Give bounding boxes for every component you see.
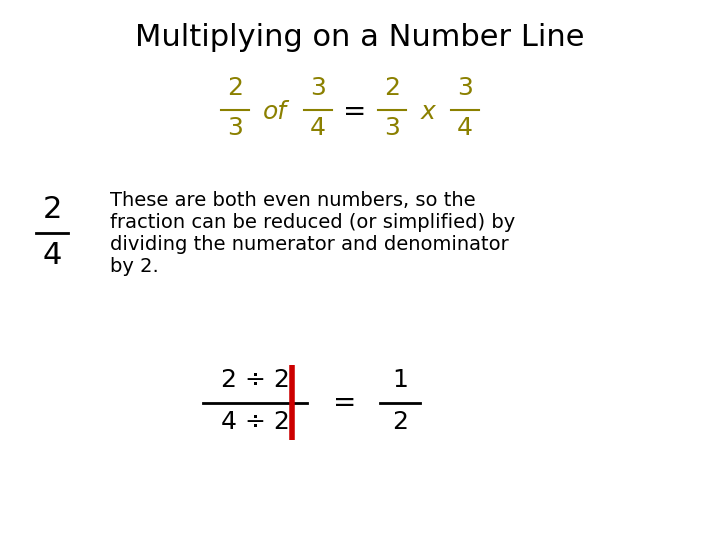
Text: Multiplying on a Number Line: Multiplying on a Number Line (135, 24, 585, 52)
Text: =: = (343, 98, 366, 126)
Text: 3: 3 (457, 76, 473, 100)
Text: 2: 2 (227, 76, 243, 100)
Text: 4: 4 (457, 116, 473, 140)
Text: =: = (333, 389, 356, 417)
Text: 4: 4 (42, 240, 62, 269)
Text: by 2.: by 2. (110, 256, 158, 275)
Text: 3: 3 (227, 116, 243, 140)
Text: 3: 3 (310, 76, 326, 100)
Text: 4 ÷ 2: 4 ÷ 2 (220, 410, 289, 434)
Text: These are both even numbers, so the: These are both even numbers, so the (110, 191, 476, 210)
Text: dividing the numerator and denominator: dividing the numerator and denominator (110, 234, 509, 253)
Text: 3: 3 (384, 116, 400, 140)
Text: 2: 2 (42, 195, 62, 225)
Text: fraction can be reduced (or simplified) by: fraction can be reduced (or simplified) … (110, 213, 516, 232)
Text: of: of (263, 100, 287, 124)
Text: 1: 1 (392, 368, 408, 392)
Text: 2: 2 (392, 410, 408, 434)
Text: x: x (420, 100, 436, 124)
Text: 2: 2 (384, 76, 400, 100)
Text: 2 ÷ 2: 2 ÷ 2 (220, 368, 289, 392)
Text: 4: 4 (310, 116, 326, 140)
